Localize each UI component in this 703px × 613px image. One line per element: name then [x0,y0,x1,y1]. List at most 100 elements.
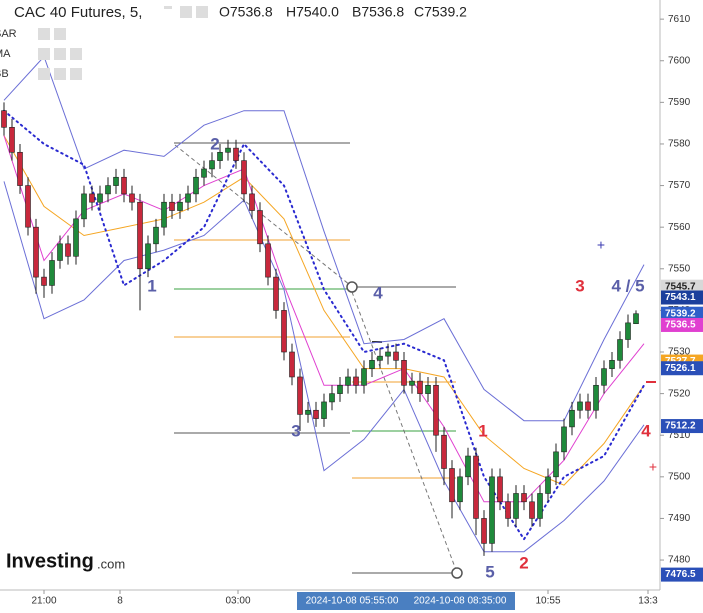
candle-body [9,127,15,153]
y-tick-label: 7610 [668,14,691,25]
ohlc: B7536.8 [352,4,404,20]
price-label: 7539.2 [665,308,696,319]
price-label-bg [661,317,703,332]
candle-body [49,260,55,286]
candle-body [1,110,7,128]
candle-body [321,401,327,419]
icon [70,48,82,60]
candle-body [529,501,535,519]
candle-body [345,376,351,386]
x-highlight-label: 2024-10-08 05:55:00 [306,596,399,607]
candle-body [313,409,319,419]
candle-body [289,351,295,378]
candle-body [545,476,551,494]
icon [38,48,50,60]
candle-body [281,310,287,353]
candle-body [241,160,247,195]
candle-body [273,276,279,311]
candle-body [633,313,639,325]
axes: 7480749075007510752075307540755075607570… [31,14,703,610]
candle-body [513,493,519,519]
candle-body [457,476,463,503]
candle-body [585,401,591,411]
brand: Investing [6,550,94,572]
y-tick-label: 7520 [668,388,691,399]
candle-body [97,193,103,203]
anchor [346,281,358,293]
icon [70,68,82,80]
candle-body [201,168,207,178]
candle-body [145,243,151,270]
icon [38,28,50,40]
candle-body [473,455,479,519]
candle-body [33,226,39,278]
brand-suffix: .com [97,556,125,571]
candle-body [433,384,439,436]
candle-body [297,376,303,415]
candle-body [441,434,447,469]
candle-body [105,185,111,195]
candle-body [225,147,231,153]
candle-body [121,176,127,195]
ohlc: O7536.8 [219,4,273,20]
x-tick-label: 03:00 [225,596,250,607]
candle-body [561,426,567,453]
candle-body [369,360,375,369]
y-tick-label: 7570 [668,180,691,191]
candle-body [601,368,607,386]
indicator-icons [38,28,82,80]
price-label-bg [661,419,703,434]
plus-marker: + [597,237,605,253]
icon [196,6,208,18]
price-label-bg [661,567,703,582]
candle-body [553,451,559,478]
candle-body [417,380,423,394]
icon [54,68,66,80]
candle-body [481,518,487,544]
chart-title: CAC 40 Futures, 5, [14,4,142,21]
candle-body [353,376,359,386]
y-tick-label: 7560 [668,222,691,233]
indicator-line [3,181,645,553]
y-tick-label: 7510 [668,430,691,441]
indicator-line [3,55,645,422]
y-tick-label: 7590 [668,97,691,108]
x-tick-label: 10:55 [535,596,560,607]
candle-body [593,384,599,411]
x-highlight-bg [405,592,515,610]
drawings: + + [174,142,657,579]
candle-body [113,176,119,186]
y-tick-label: 7550 [668,263,691,274]
candle-body [617,339,623,361]
x-highlight-bg [297,592,407,610]
candle-body [361,368,367,386]
y-tick-label: 7480 [668,555,691,566]
price-label: 7543.1 [665,292,696,303]
indicator-legend: BB [0,68,9,80]
price-label-bg [661,306,703,321]
price-label: 7545.7 [665,281,696,292]
x-highlight-label: 2024-10-08 08:35:00 [414,596,507,607]
candle-body [409,380,415,386]
candle-body [193,176,199,195]
plus-marker: + [649,459,657,475]
x-tick-label: 8 [117,596,123,607]
candle-body [625,322,631,340]
ohlc: C7539.2 [414,4,467,20]
candle-body [137,201,143,270]
wave-label: 5 [485,562,494,581]
candle-body [393,351,399,361]
candle-body [233,147,239,161]
candle-body [521,493,527,503]
candle-body [569,409,575,428]
indicator-line [3,135,645,486]
price-label-bg [661,279,703,294]
wave-label: 1 [478,421,487,440]
candle-body [265,243,271,278]
candle-body [577,401,583,411]
candle-body [209,160,215,170]
y-tick-label: 7490 [668,513,691,524]
candle-body [305,409,311,415]
candle-body [337,384,343,394]
